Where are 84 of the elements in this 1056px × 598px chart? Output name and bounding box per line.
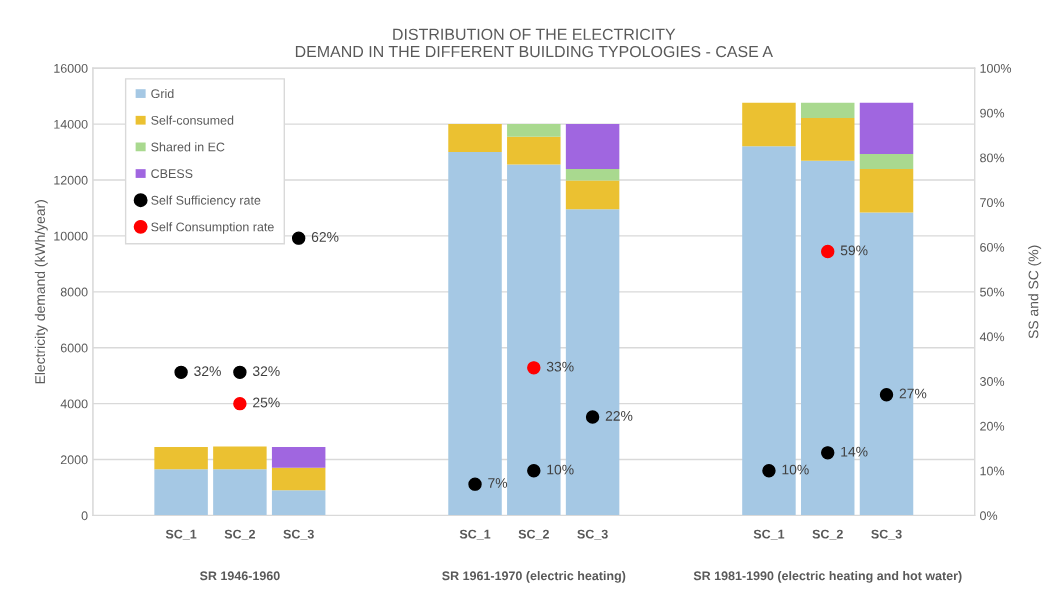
y-tick-label: 12000 (54, 175, 88, 185)
legend-label: Self Sufficiency rate (151, 195, 261, 208)
y2-tick-label: 80% (980, 153, 1005, 163)
bar (448, 124, 502, 153)
data-label: 22% (605, 410, 633, 421)
point (762, 464, 776, 478)
x-tick-label: SC_2 (224, 529, 256, 540)
y-tick-label: 10000 (54, 231, 88, 241)
point (821, 244, 835, 259)
bar (800, 102, 855, 118)
y-tick-label: 14000 (54, 119, 88, 129)
point (174, 365, 188, 380)
bar (565, 169, 620, 181)
x-tick-label: SC_3 (283, 529, 314, 540)
y2-tick-label: 70% (980, 198, 1005, 208)
legend-label: Self-consumed (151, 115, 234, 125)
point (233, 365, 247, 380)
y2-tick-label: 40% (979, 332, 1005, 342)
bar (154, 469, 208, 516)
point (468, 477, 482, 491)
y-tick-label: 16000 (54, 63, 88, 73)
x-tick-label: SC_1 (459, 529, 491, 540)
point (821, 446, 835, 460)
point (291, 231, 306, 245)
point (527, 464, 541, 478)
data-label: 32% (252, 366, 280, 377)
y2-tick-label: 0% (980, 511, 998, 521)
bar (154, 446, 208, 470)
bar (565, 124, 620, 170)
x-tick-label: SC_2 (518, 529, 549, 540)
bar (271, 446, 326, 468)
y2-tick-label: 50% (980, 287, 1005, 297)
bar (742, 102, 796, 147)
y2-tick-label: 20% (980, 421, 1005, 431)
point (527, 361, 541, 375)
data-label: 25% (253, 397, 280, 408)
bar (859, 154, 914, 170)
bar (800, 117, 855, 161)
legend-label: Grid (151, 88, 174, 99)
x-tick-label: SC_3 (577, 529, 608, 540)
bar (271, 467, 326, 491)
y2-tick-label: 90% (980, 108, 1005, 118)
data-label: 10% (782, 464, 809, 475)
bar (859, 102, 914, 154)
y2-tick-label: 100% (980, 63, 1012, 73)
point (585, 410, 600, 424)
bar (213, 469, 267, 516)
x-tick-label: SC_3 (871, 529, 902, 540)
bar (507, 124, 561, 137)
y-tick-label: 8000 (60, 287, 88, 297)
bar (271, 490, 326, 516)
bar (859, 169, 914, 213)
data-label: 7% (488, 478, 508, 488)
y2-axis-title: SS and SC (%) (1028, 245, 1042, 339)
bar (507, 136, 561, 165)
chart-title: DISTRIBUTION OF THE ELECTRICITY DEMAND IN THE DIFFERENT BUILDING TYPOLOGIES - CASE A (295, 28, 773, 58)
legend-label: Shared in EC (151, 142, 225, 152)
data-label: 14% (841, 446, 868, 457)
y-axis-title: Electricity demand (kWh/year) (34, 200, 48, 384)
point (879, 387, 894, 402)
bar (565, 180, 620, 210)
x-tick-label: SC_2 (812, 529, 843, 540)
point (233, 396, 247, 411)
text: SR 1981-1990 (electric heating and hot water) (693, 571, 962, 583)
y2-tick-label: 10% (980, 466, 1005, 476)
data-label: 10% (547, 464, 574, 475)
y-tick-label: 0 (81, 511, 88, 521)
bar (213, 446, 267, 470)
legend-label: Self Consumption rate (151, 222, 274, 234)
data-label: 32% (194, 366, 221, 377)
x-tick-label: SC_1 (753, 529, 785, 540)
text: SR 1961-1970 (electric heating) (442, 571, 626, 583)
data-label: 27% (899, 388, 927, 399)
y-tick-label: 2000 (60, 455, 88, 465)
data-label: 62% (311, 232, 339, 242)
data-label: 33% (546, 361, 574, 372)
y2-tick-label: 30% (980, 377, 1005, 386)
data-label: 59% (840, 245, 868, 256)
y-tick-label: 4000 (60, 399, 88, 409)
legend-label: CBESS (151, 169, 193, 179)
x-tick-label: SC_1 (165, 529, 197, 540)
y2-tick-label: 60% (980, 242, 1005, 252)
y-tick-label: 6000 (60, 343, 88, 353)
text: SR 1946-1960 (199, 571, 280, 581)
